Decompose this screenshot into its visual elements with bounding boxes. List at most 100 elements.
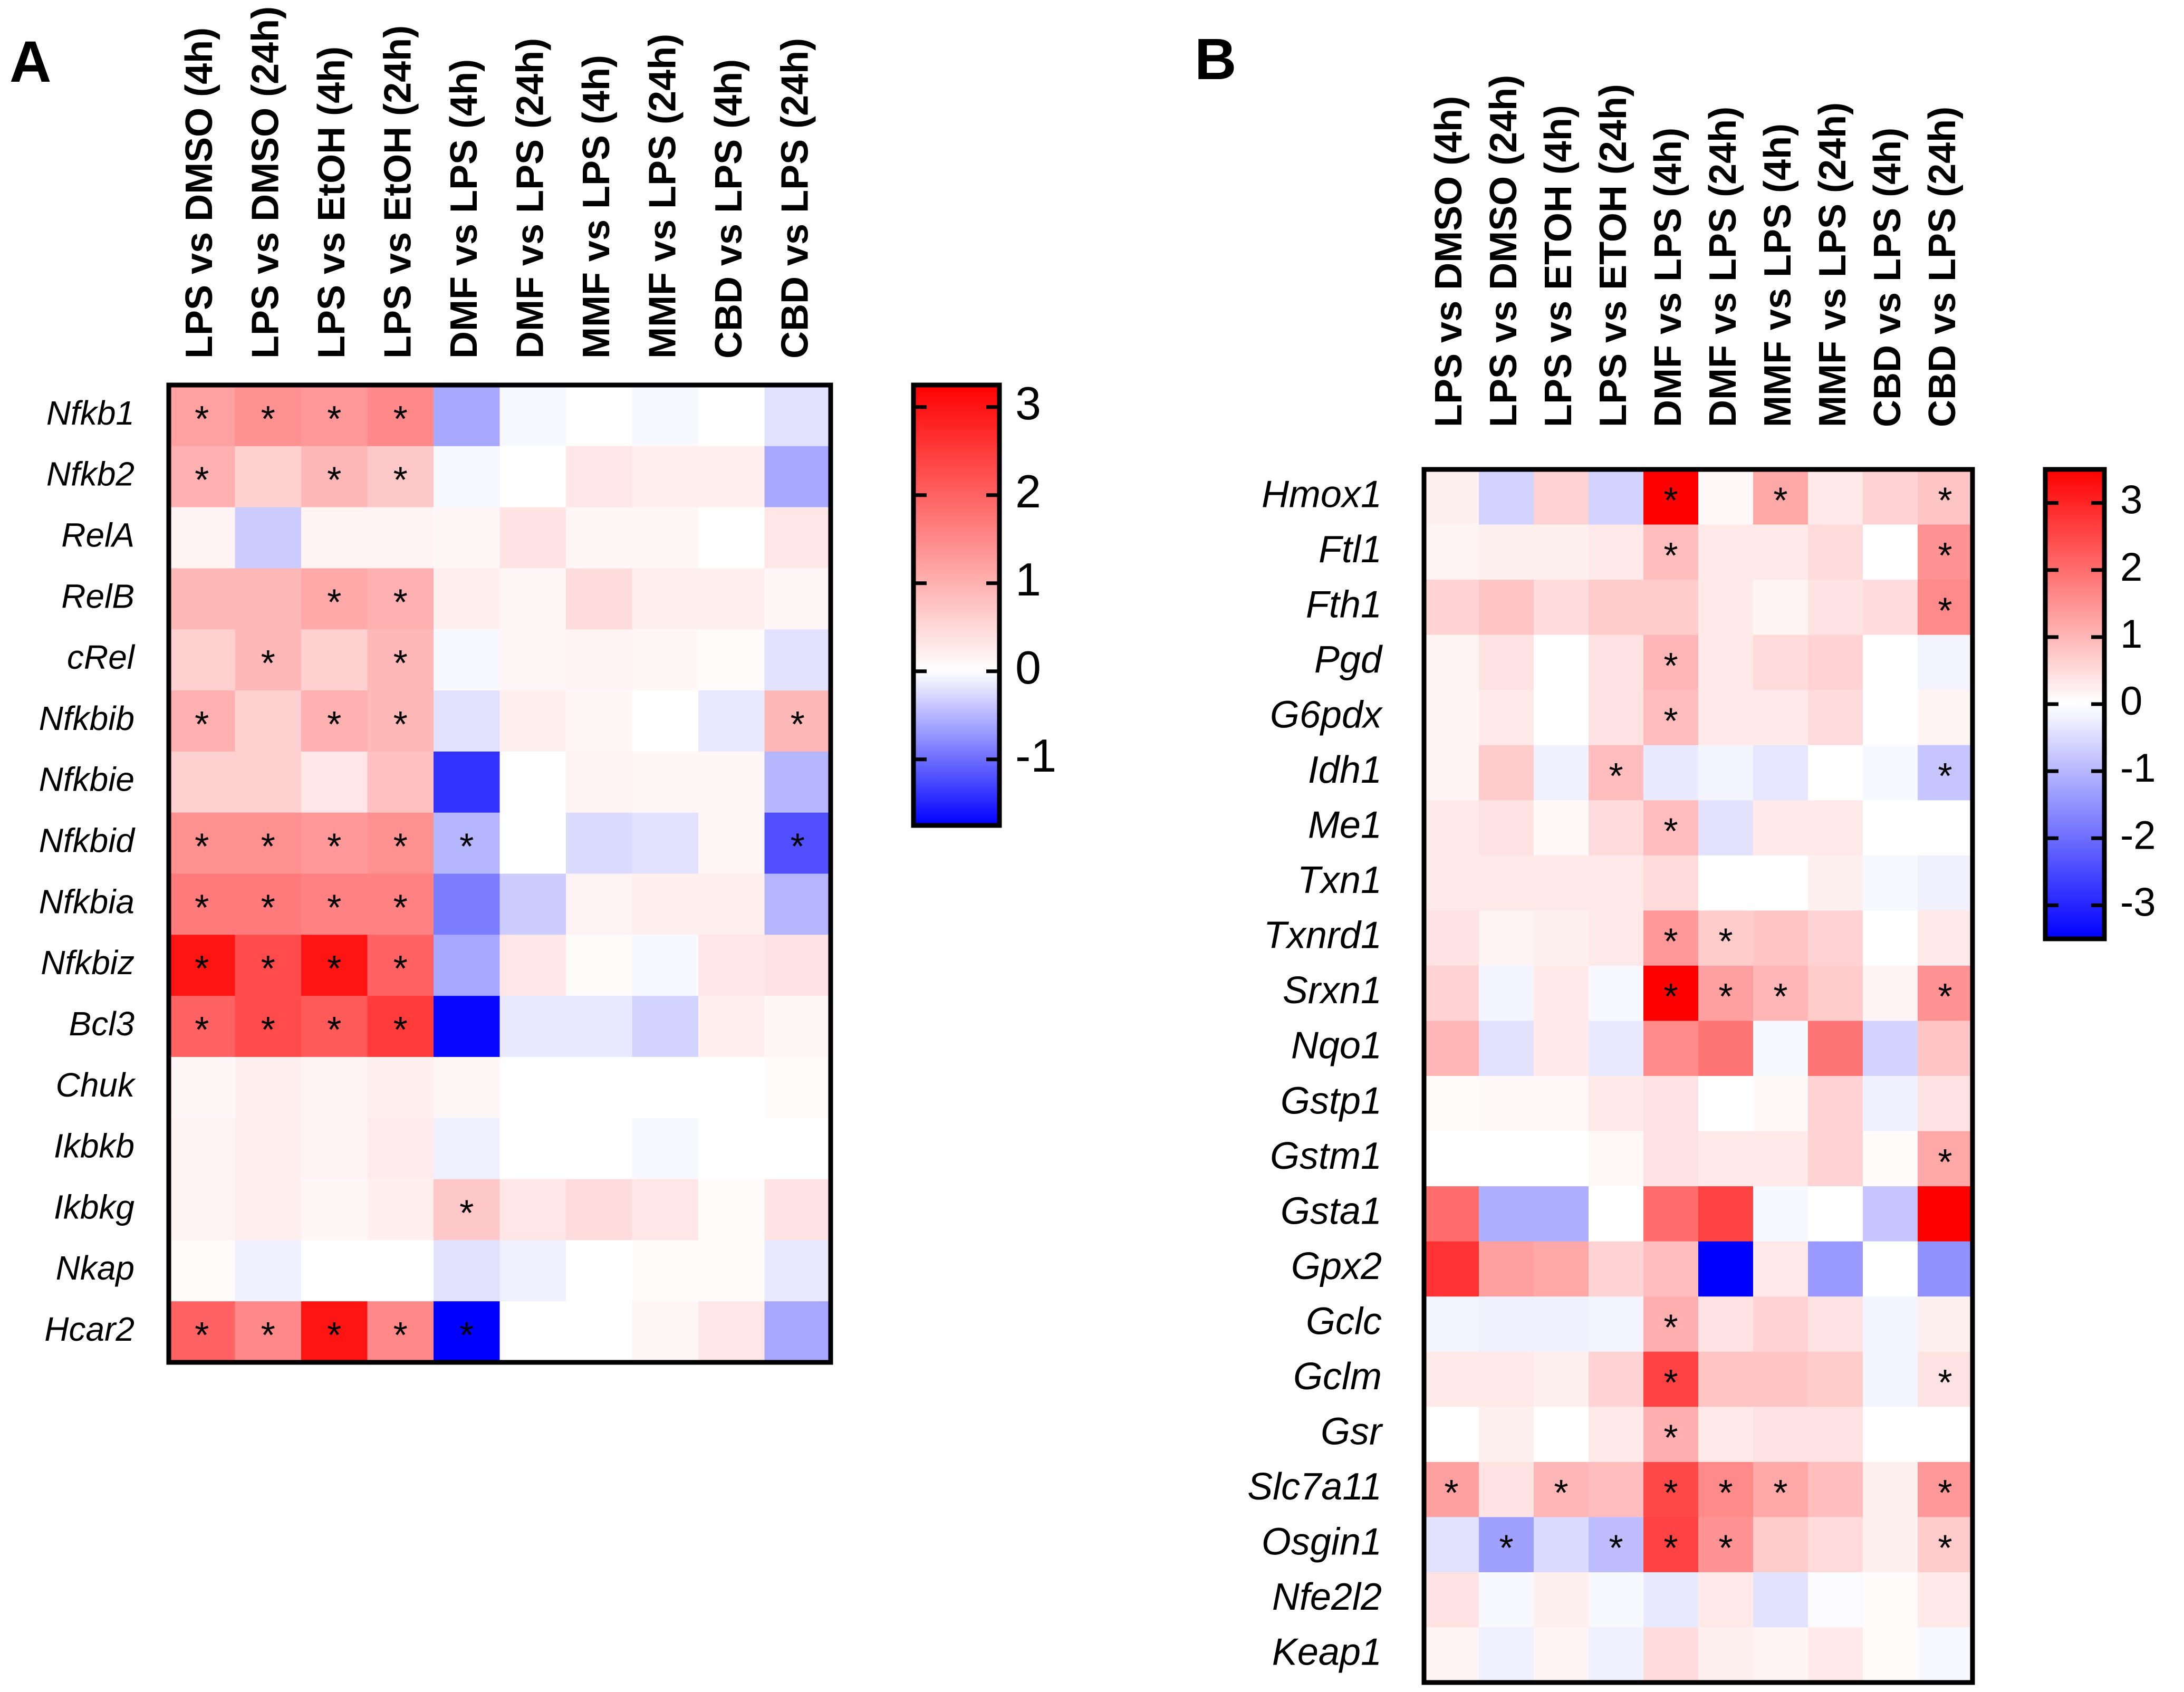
- significance-star: *: [393, 948, 408, 989]
- heatmap-cell: [1534, 965, 1589, 1022]
- heatmap-cell: [632, 812, 699, 874]
- heatmap-cell: [235, 1179, 302, 1241]
- heatmap-cell: [235, 385, 302, 447]
- heatmap-cell: [764, 935, 831, 996]
- heatmap-cell: [367, 1179, 434, 1241]
- heatmap-cell: [1424, 1186, 1479, 1242]
- heatmap-cell: [1918, 855, 1973, 911]
- heatmap-cell: [1643, 910, 1699, 966]
- heatmap-cell: [1479, 745, 1534, 801]
- heatmap-cell: [1918, 1407, 1973, 1463]
- heatmap-cell: [434, 1118, 501, 1180]
- heatmap-cell: [1589, 469, 1644, 525]
- heatmap-cell: [1808, 855, 1863, 911]
- heatmap-cell: [1534, 1241, 1589, 1297]
- heatmap-cell: [499, 935, 566, 996]
- heatmap-cell: [301, 812, 368, 874]
- heatmap-cell: [698, 1056, 765, 1119]
- heatmap-cell: [1424, 910, 1479, 966]
- heatmap-cell: [632, 446, 699, 508]
- heatmap-cell: [1424, 1296, 1479, 1352]
- heatmap-cell: [698, 935, 765, 996]
- heatmap-cell: [434, 568, 501, 630]
- heatmap-border: [166, 382, 833, 1365]
- heatmap-cell: [434, 996, 501, 1058]
- heatmap-cell: [1863, 1627, 1918, 1683]
- heatmap-cell: [1808, 1131, 1863, 1187]
- heatmap-cell: [1918, 1296, 1973, 1352]
- heatmap-cell: [1643, 1462, 1699, 1517]
- heatmap-cell: [1863, 745, 1918, 801]
- heatmap-cell: [1643, 1131, 1699, 1187]
- heatmap-cell: [169, 1240, 236, 1302]
- heatmap-cell: [764, 568, 831, 630]
- heatmap-cell: [301, 690, 368, 752]
- heatmap-cell: [1698, 469, 1754, 525]
- heatmap-cell: [1424, 1407, 1479, 1463]
- heatmap-cell: [1698, 1186, 1754, 1242]
- row-label: Srxn1: [1283, 969, 1382, 1012]
- heatmap-cell: [1424, 1241, 1479, 1297]
- column-label: MMF vs LPS (4h): [1757, 123, 1799, 427]
- significance-star: *: [459, 1314, 474, 1355]
- heatmap-cell: [1808, 1186, 1863, 1242]
- heatmap-cell: [1589, 1407, 1644, 1463]
- heatmap-cell: [632, 996, 699, 1058]
- heatmap-cell: [1643, 1076, 1699, 1132]
- heatmap-cell: [1424, 690, 1479, 746]
- heatmap-cell: [169, 751, 236, 813]
- heatmap-cell: [499, 690, 566, 752]
- significance-star: *: [327, 704, 341, 745]
- heatmap-cell: [1753, 1351, 1808, 1407]
- heatmap-cell: [566, 935, 633, 996]
- heatmap-cell: [169, 568, 236, 630]
- heatmap-cell: [1589, 965, 1644, 1022]
- heatmap-cell: [1918, 1131, 1973, 1187]
- significance-star: *: [1773, 479, 1787, 521]
- heatmap-cell: [1753, 1627, 1808, 1683]
- heatmap-cell: [1753, 1407, 1808, 1463]
- heatmap-cell: [1698, 1241, 1754, 1297]
- heatmap-cell: [1863, 855, 1918, 911]
- column-label: LPS vs DMSO (4h): [1428, 96, 1470, 427]
- heatmap-cell: [698, 751, 765, 813]
- heatmap-cell: [169, 629, 236, 691]
- heatmap-cell: [1643, 965, 1699, 1022]
- row-label: Hcar2: [44, 1310, 134, 1348]
- panel-b-letter: B: [1195, 27, 1236, 92]
- significance-star: *: [1663, 535, 1678, 576]
- column-label: MMF vs LPS (24h): [1812, 102, 1854, 427]
- heatmap-cell: [566, 751, 633, 813]
- panel-b-heatmap: LPS vs DMSO (4h) LPS vs DMSO (24h) LPS vs …: [1247, 75, 2156, 1685]
- heatmap-cell: [1534, 1407, 1589, 1463]
- heatmap-cell: [632, 1240, 699, 1302]
- heatmap-cell: [169, 1301, 236, 1363]
- significance-star: *: [1663, 976, 1678, 1017]
- heatmap-cell: [169, 690, 236, 752]
- row-label: Ikbkg: [54, 1188, 134, 1226]
- heatmap-cell: [1698, 690, 1754, 746]
- heatmap-cell: [1808, 1351, 1863, 1407]
- heatmap-cell: [367, 690, 434, 752]
- heatmap-cell: [301, 568, 368, 630]
- significance-star: *: [791, 704, 805, 745]
- heatmap-cell: [566, 385, 633, 447]
- heatmap-cell: [235, 629, 302, 691]
- heatmap-cell: [1753, 745, 1808, 801]
- colorbar-tick-label: -2: [2120, 813, 2156, 858]
- heatmap-cell: [169, 1056, 236, 1119]
- heatmap-cell: [1808, 1572, 1863, 1628]
- heatmap-cell: [1753, 469, 1808, 525]
- heatmap-cell: [367, 996, 434, 1058]
- heatmap-cell: [1808, 800, 1863, 856]
- heatmap-cell: [1479, 1517, 1534, 1573]
- heatmap-cell: [764, 751, 831, 813]
- panel-a-letter: A: [9, 30, 51, 94]
- heatmap-cell: [1753, 1296, 1808, 1352]
- heatmap-cell: [1643, 1627, 1699, 1683]
- significance-star: *: [1773, 976, 1787, 1017]
- heatmap-cell: [1863, 1407, 1918, 1463]
- heatmap-cell: [764, 507, 831, 569]
- heatmap-cell: [1424, 745, 1479, 801]
- heatmap-cell: [1589, 1351, 1644, 1407]
